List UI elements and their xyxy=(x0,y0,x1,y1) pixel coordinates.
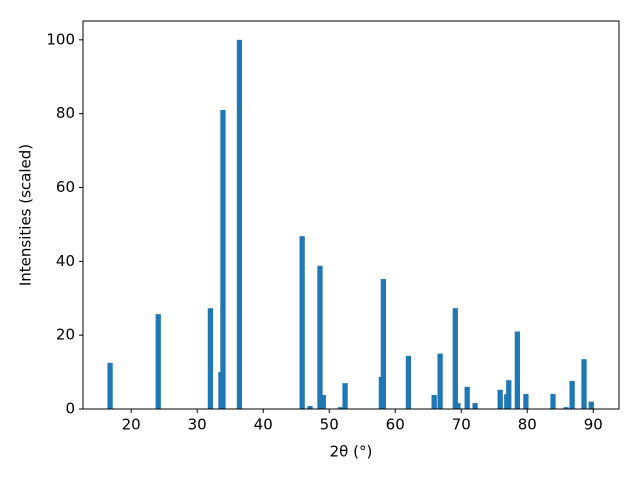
bar xyxy=(563,407,569,409)
bar xyxy=(588,401,594,409)
x-tick-label: 70 xyxy=(452,416,471,434)
y-tick-label: 0 xyxy=(65,400,75,418)
bar xyxy=(380,279,386,409)
y-axis-label: Intensities (scaled) xyxy=(17,144,35,286)
bar xyxy=(497,389,503,409)
y-tick-label: 40 xyxy=(56,252,75,270)
x-tick-label: 30 xyxy=(188,416,207,434)
bar xyxy=(342,383,348,409)
y-tick-label: 20 xyxy=(56,326,75,344)
bar xyxy=(236,39,243,409)
bar xyxy=(107,362,113,409)
x-axis-label: 2θ (°) xyxy=(330,443,373,461)
bar xyxy=(464,386,470,409)
bar xyxy=(431,394,437,409)
bar xyxy=(472,403,478,409)
bar xyxy=(155,314,161,409)
bar xyxy=(220,109,226,409)
bar xyxy=(455,403,461,409)
x-tick-label: 20 xyxy=(122,416,141,434)
y-tick-label: 60 xyxy=(56,178,75,196)
bar xyxy=(405,355,412,409)
y-tick-label: 100 xyxy=(46,30,75,48)
x-tick-label: 60 xyxy=(386,416,405,434)
bar xyxy=(307,406,313,409)
bar xyxy=(299,236,305,409)
x-tick-label: 40 xyxy=(254,416,273,434)
bar xyxy=(337,407,344,409)
plot-frame xyxy=(82,20,620,410)
y-tick-label: 80 xyxy=(56,104,75,122)
bar xyxy=(581,359,587,409)
bar xyxy=(506,380,512,409)
bar xyxy=(320,394,326,409)
x-tick-label: 50 xyxy=(320,416,339,434)
bar xyxy=(550,393,556,409)
bar xyxy=(437,353,443,409)
x-tick-label: 80 xyxy=(518,416,537,434)
x-tick-label: 90 xyxy=(584,416,603,434)
bar xyxy=(452,308,458,409)
bar xyxy=(317,265,323,409)
bar xyxy=(514,331,520,409)
bar xyxy=(523,393,529,409)
bar xyxy=(207,308,214,409)
bar xyxy=(569,380,575,409)
